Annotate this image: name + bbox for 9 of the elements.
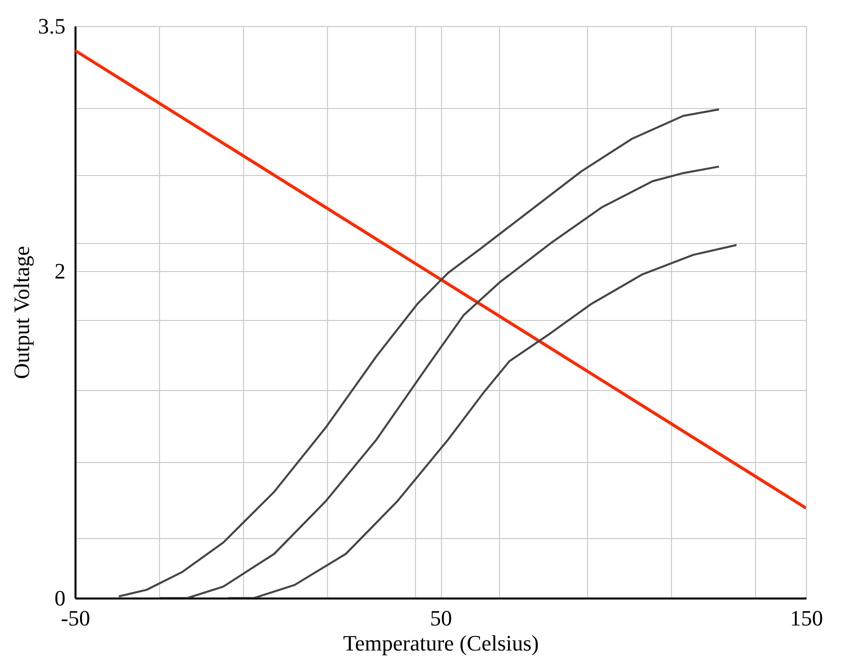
y-tick-label: 3.5 xyxy=(38,14,66,38)
x-tick-label: 150 xyxy=(790,606,823,630)
line-series xyxy=(228,244,738,598)
line-series xyxy=(118,108,720,598)
x-axis-title: Temperature (Celsius) xyxy=(343,630,539,656)
y-axis-title: Output Voltage xyxy=(9,246,34,380)
line-series xyxy=(158,166,720,598)
x-tick-label: 50 xyxy=(430,606,452,630)
y-tick-label: 2 xyxy=(54,258,66,284)
